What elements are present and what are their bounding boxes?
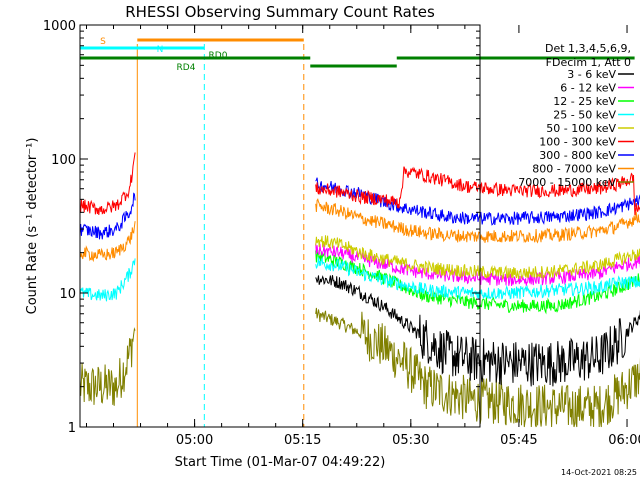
legend-entry-label: 800 - 7000 keV <box>532 163 616 176</box>
flag-rd0-label: RD0 <box>209 51 228 61</box>
series-9-segment-1 <box>79 152 136 216</box>
legend-entry-label: 25 - 50 keV <box>553 109 616 122</box>
series-7 <box>79 198 640 263</box>
legend-entry: 800 - 7000 keV <box>532 163 634 176</box>
y-tick-label-2: 10 <box>59 287 76 302</box>
series-4 <box>79 256 640 302</box>
legend: Det 1,3,4,5,6,9,FDecim 1, Att 03 - 6 keV… <box>518 42 634 189</box>
footer-timestamp: 14-Oct-2021 08:25 <box>561 468 637 477</box>
legend-entry-label: 6 - 12 keV <box>560 82 616 95</box>
flag-s: S <box>100 37 304 47</box>
series-7-segment-2 <box>315 198 640 244</box>
series-7-segment-1 <box>79 221 136 263</box>
flag-s-label: S <box>100 37 106 47</box>
series-9-segment-2 <box>315 166 640 216</box>
x-tick-label-5: 06:00 <box>608 433 640 448</box>
series-6-segment-1 <box>315 235 640 280</box>
legend-entry: 6 - 12 keV <box>560 82 634 95</box>
series-2-segment-1 <box>315 275 640 387</box>
series-4-segment-1 <box>79 258 136 302</box>
legend-entry: 100 - 300 keV <box>539 136 634 149</box>
series-8-segment-1 <box>79 192 136 240</box>
legend-entry-label: 3 - 6 keV <box>567 68 616 81</box>
y-axis-label: Count Rate (s⁻¹ detector⁻¹) <box>25 138 40 315</box>
legend-entry: 25 - 50 keV <box>553 109 634 122</box>
series-1-segment-2 <box>315 307 640 428</box>
y-tick-label-1: 1 <box>68 421 76 436</box>
plot-frame <box>79 24 481 428</box>
legend-entry-label: 300 - 800 keV <box>539 149 616 162</box>
flag-bars: S N RD0 RD4 <box>80 37 635 73</box>
legend-entry-label: 7000 - 15000 keV <box>518 176 616 189</box>
flag-rd4: RD4 <box>177 63 397 73</box>
legend-entry: 3 - 6 keV <box>567 68 634 81</box>
legend-entry: 50 - 100 keV <box>546 122 634 135</box>
legend-entry: 7000 - 15000 keV <box>518 176 634 189</box>
series-9 <box>79 152 640 216</box>
series-6 <box>315 235 640 280</box>
series-1-segment-1 <box>79 327 136 406</box>
flag-n-label: N <box>157 45 164 55</box>
legend-entry: 300 - 800 keV <box>539 149 634 162</box>
legend-entry-label: 50 - 100 keV <box>546 122 616 135</box>
x-tick-label-2: 05:15 <box>284 433 321 448</box>
flag-rd4-label: RD4 <box>177 63 196 73</box>
y-tick-label-4: 1000 <box>43 19 76 34</box>
series-1 <box>79 307 640 428</box>
legend-header-2: FDecim 1, Att 0 <box>546 56 631 69</box>
legend-entry: 12 - 25 keV <box>553 95 634 108</box>
x-tick-label-4: 05:45 <box>500 433 537 448</box>
flag-n: N <box>80 45 205 55</box>
series-4-segment-2 <box>315 256 640 300</box>
legend-entry-label: 100 - 300 keV <box>539 136 616 149</box>
series-layer <box>79 152 640 428</box>
chart-title: RHESSI Observing Summary Count Rates <box>125 3 435 21</box>
y-tick-label-3: 100 <box>51 153 76 168</box>
series-5-segment-1 <box>315 243 640 287</box>
series-5 <box>315 243 640 287</box>
legend-header-1: Det 1,3,4,5,6,9, <box>545 42 631 55</box>
series-2 <box>315 275 640 387</box>
legend-entry-label: 12 - 25 keV <box>553 95 616 108</box>
vertical-markers <box>136 44 305 427</box>
x-tick-label-1: 05:00 <box>176 433 213 448</box>
x-axis-label: Start Time (01-Mar-07 04:49:22) <box>175 455 386 470</box>
flag-rd0: RD0 <box>80 51 635 61</box>
x-tick-label-3: 05:30 <box>392 433 429 448</box>
